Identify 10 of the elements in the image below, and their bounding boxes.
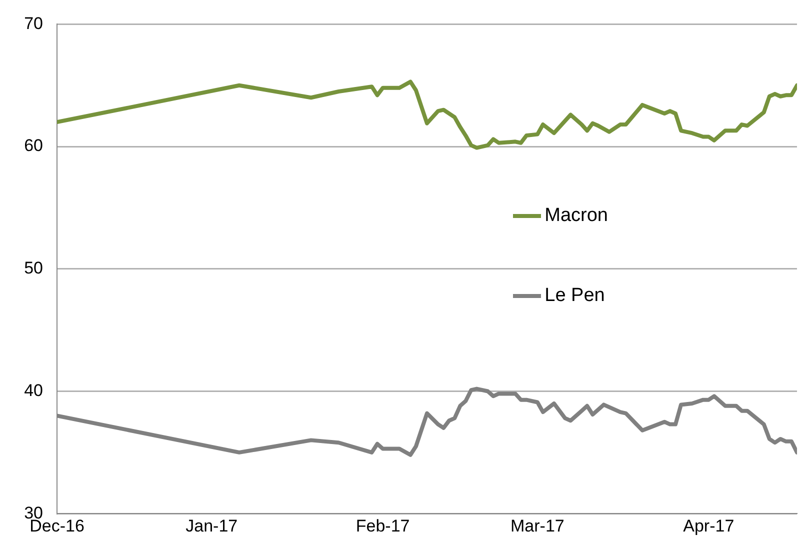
x-tick-label: Feb-17 xyxy=(356,516,410,536)
x-tick-label: Jan-17 xyxy=(186,516,238,536)
legend-label: Macron xyxy=(544,205,608,227)
y-tick-label: 40 xyxy=(24,380,43,400)
x-tick-label: Apr-17 xyxy=(683,516,734,536)
legend-label: Le Pen xyxy=(544,285,605,307)
y-tick-label: 50 xyxy=(24,258,43,278)
y-tick-label: 70 xyxy=(24,14,43,33)
y-tick-label: 60 xyxy=(24,136,43,156)
x-tick-label: Mar-17 xyxy=(510,516,564,536)
